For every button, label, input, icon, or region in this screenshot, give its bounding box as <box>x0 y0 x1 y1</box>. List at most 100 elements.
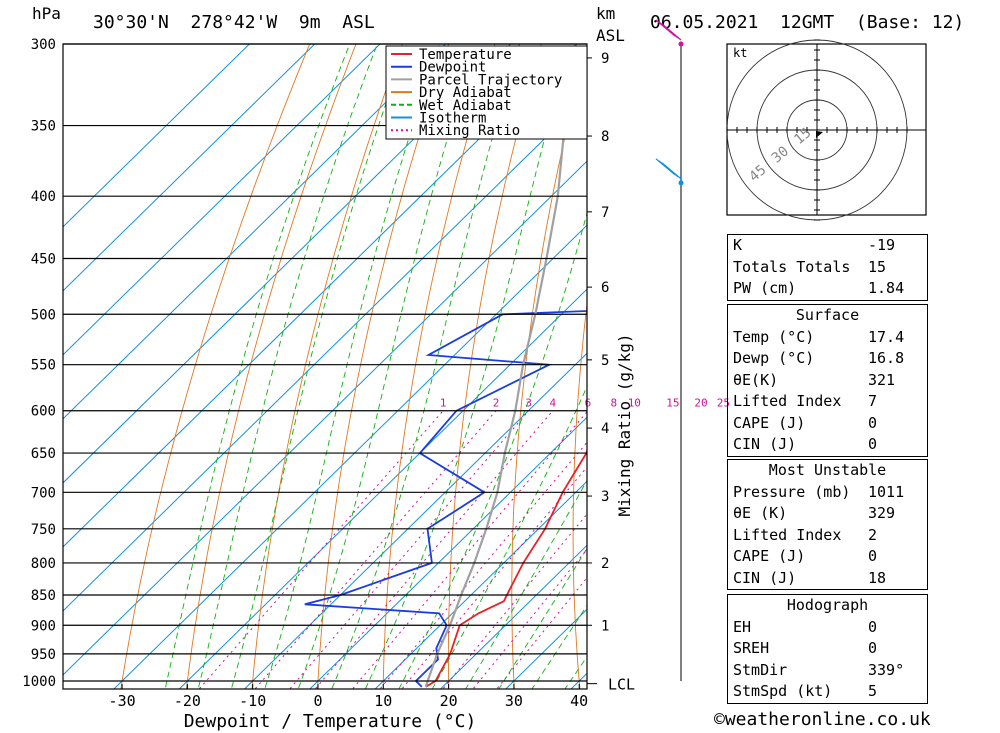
mixing-ratio-line <box>314 410 554 689</box>
surface-row: Temp (°C) 17.4 <box>733 327 905 346</box>
hpa-label: hPa <box>32 4 61 23</box>
pressure-tick-label: 550 <box>31 358 56 374</box>
km-label: km <box>596 4 616 23</box>
km-tick-label: 4 <box>601 421 609 437</box>
mixing-ratio-line <box>472 548 587 689</box>
hodograph-row: StmDir 339° <box>733 660 905 679</box>
most-unstable-row: Lifted Index 2 <box>733 525 878 544</box>
isotherm-line <box>63 44 251 228</box>
isotherm-line <box>374 480 587 689</box>
km-tick-label: 7 <box>601 205 609 221</box>
x-tick-label: 10 <box>374 692 392 710</box>
pressure-tick-label: 800 <box>31 556 56 572</box>
wind-barb-flag <box>655 19 676 37</box>
most-unstable-row: Pressure (mb) 1011 <box>733 482 905 501</box>
surface-title: Surface <box>795 306 860 324</box>
legend-label: Wet Adiabat <box>419 98 512 114</box>
dry-adiabat-line <box>633 0 703 707</box>
km-tick-label: 2 <box>601 556 609 572</box>
series-parcel-trajectory-line <box>424 44 577 688</box>
x-axis-label: Dewpoint / Temperature (°C) <box>184 711 477 732</box>
most-unstable-title: Most Unstable <box>768 461 887 479</box>
surface-row: CIN (J) 0 <box>733 435 878 453</box>
wind-barb-flag <box>655 158 676 176</box>
x-tick-label: -20 <box>174 692 201 710</box>
pressure-tick-label: 400 <box>31 189 56 205</box>
pressure-tick-label: 1000 <box>22 674 56 690</box>
forecast-datetime: 06.05.2021 12GMT (Base: 12) <box>650 12 965 33</box>
wet-adiabat-line <box>431 385 587 689</box>
surface-row: θE(K) 321 <box>733 370 896 389</box>
mixing-ratio-line <box>442 513 587 689</box>
legend-label: Dry Adiabat <box>419 85 512 101</box>
x-tick-label: 40 <box>570 692 588 710</box>
hodograph-row: EH 0 <box>733 617 878 636</box>
legend-label: Temperature <box>419 47 512 63</box>
mixing-ratio-label: 6 <box>585 397 592 410</box>
pressure-tick-label: 700 <box>31 485 56 501</box>
mixing-ratio-label: 8 <box>610 397 617 410</box>
pressure-tick-label: 600 <box>31 404 56 420</box>
mixing-ratio-line <box>198 410 444 689</box>
mixing-ratio-line <box>289 410 530 689</box>
pressure-tick-label: 300 <box>31 37 56 53</box>
legend-label: Mixing Ratio <box>419 123 520 139</box>
most-unstable-row: CIN (J) 18 <box>733 568 887 587</box>
x-tick-label: 0 <box>313 692 322 710</box>
km-tick-label: 9 <box>601 51 609 67</box>
hodograph-row: SREH 0 <box>733 639 878 657</box>
surface-table: Surface Temp (°C) 17.4 Dewp (°C) 16.8 θE(K… <box>727 304 928 457</box>
surface-row: CAPE (J) 0 <box>733 413 878 432</box>
most-unstable-table: Most Unstable Pressure (mb) 1011 θE (K) 32… <box>727 459 928 590</box>
series-temperature-line <box>425 448 587 688</box>
index-row-pw: PW (cm) 1.84 <box>733 279 905 297</box>
pressure-tick-label: 850 <box>31 588 56 604</box>
wet-adiabat-line <box>465 479 587 689</box>
index-row-totals: Totals Totals 15 <box>733 257 887 276</box>
wet-adiabat-line <box>498 547 587 689</box>
station-location: 30°30'N 278°42'W 9m ASL <box>93 12 375 33</box>
isotherm-line <box>63 44 381 356</box>
x-tick-label: 30 <box>505 692 523 710</box>
hodograph-title: Hodograph <box>786 596 869 614</box>
pressure-tick-label: 950 <box>31 647 56 663</box>
isotherm-line <box>178 288 587 689</box>
most-unstable-row: θE (K) 329 <box>733 504 896 522</box>
isotherm-line <box>243 352 587 689</box>
lcl-label: LCL <box>608 676 635 694</box>
x-tick-label: -30 <box>109 692 136 710</box>
isotherm-line <box>63 96 587 612</box>
isotherm-line <box>113 224 587 689</box>
surface-row: Lifted Index 7 <box>733 392 878 410</box>
mixing-ratio-label: 25 <box>717 397 730 410</box>
mixing-ratio-label: 20 <box>694 397 707 410</box>
wind-barb <box>655 19 682 41</box>
mixing-ratio-label: 10 <box>628 397 641 410</box>
hodograph-unit-label: kt <box>733 46 747 60</box>
isotherm-line <box>63 160 587 676</box>
km-tick-label: 1 <box>601 618 609 634</box>
pressure-tick-label: 450 <box>31 252 56 268</box>
legend-label: Isotherm <box>419 111 486 127</box>
copyright-link[interactable]: ©weatheronline.co.uk <box>714 709 931 730</box>
x-tick-label: -10 <box>239 692 266 710</box>
wind-barb-point <box>678 41 684 47</box>
hodograph-row: StmSpd (kt) 5 <box>733 682 878 700</box>
dry-adiabat-line <box>954 0 1000 707</box>
pressure-tick-label: 350 <box>31 119 56 135</box>
km-tick-label: 5 <box>601 353 609 369</box>
hodograph-table: Hodograph EH 0 SREH 0 StmDir 339° StmSpd (k… <box>727 594 928 704</box>
mixing-ratio-line <box>351 410 587 689</box>
legend-label: Parcel Trajectory <box>419 72 562 88</box>
storm-motion-arrow-icon <box>816 131 823 138</box>
pressure-tick-label: 750 <box>31 522 56 538</box>
isotherm-line <box>439 544 587 689</box>
isotherm-line <box>309 416 587 689</box>
km-tick-label: 8 <box>601 129 609 145</box>
index-row-k: K -19 <box>733 236 896 254</box>
wind-barb <box>655 158 682 180</box>
most-unstable-row: CAPE (J) 0 <box>733 547 878 565</box>
pressure-tick-label: 650 <box>31 446 56 462</box>
pressure-tick-label: 500 <box>31 307 56 323</box>
mixing-ratio-label: 2 <box>493 397 500 410</box>
